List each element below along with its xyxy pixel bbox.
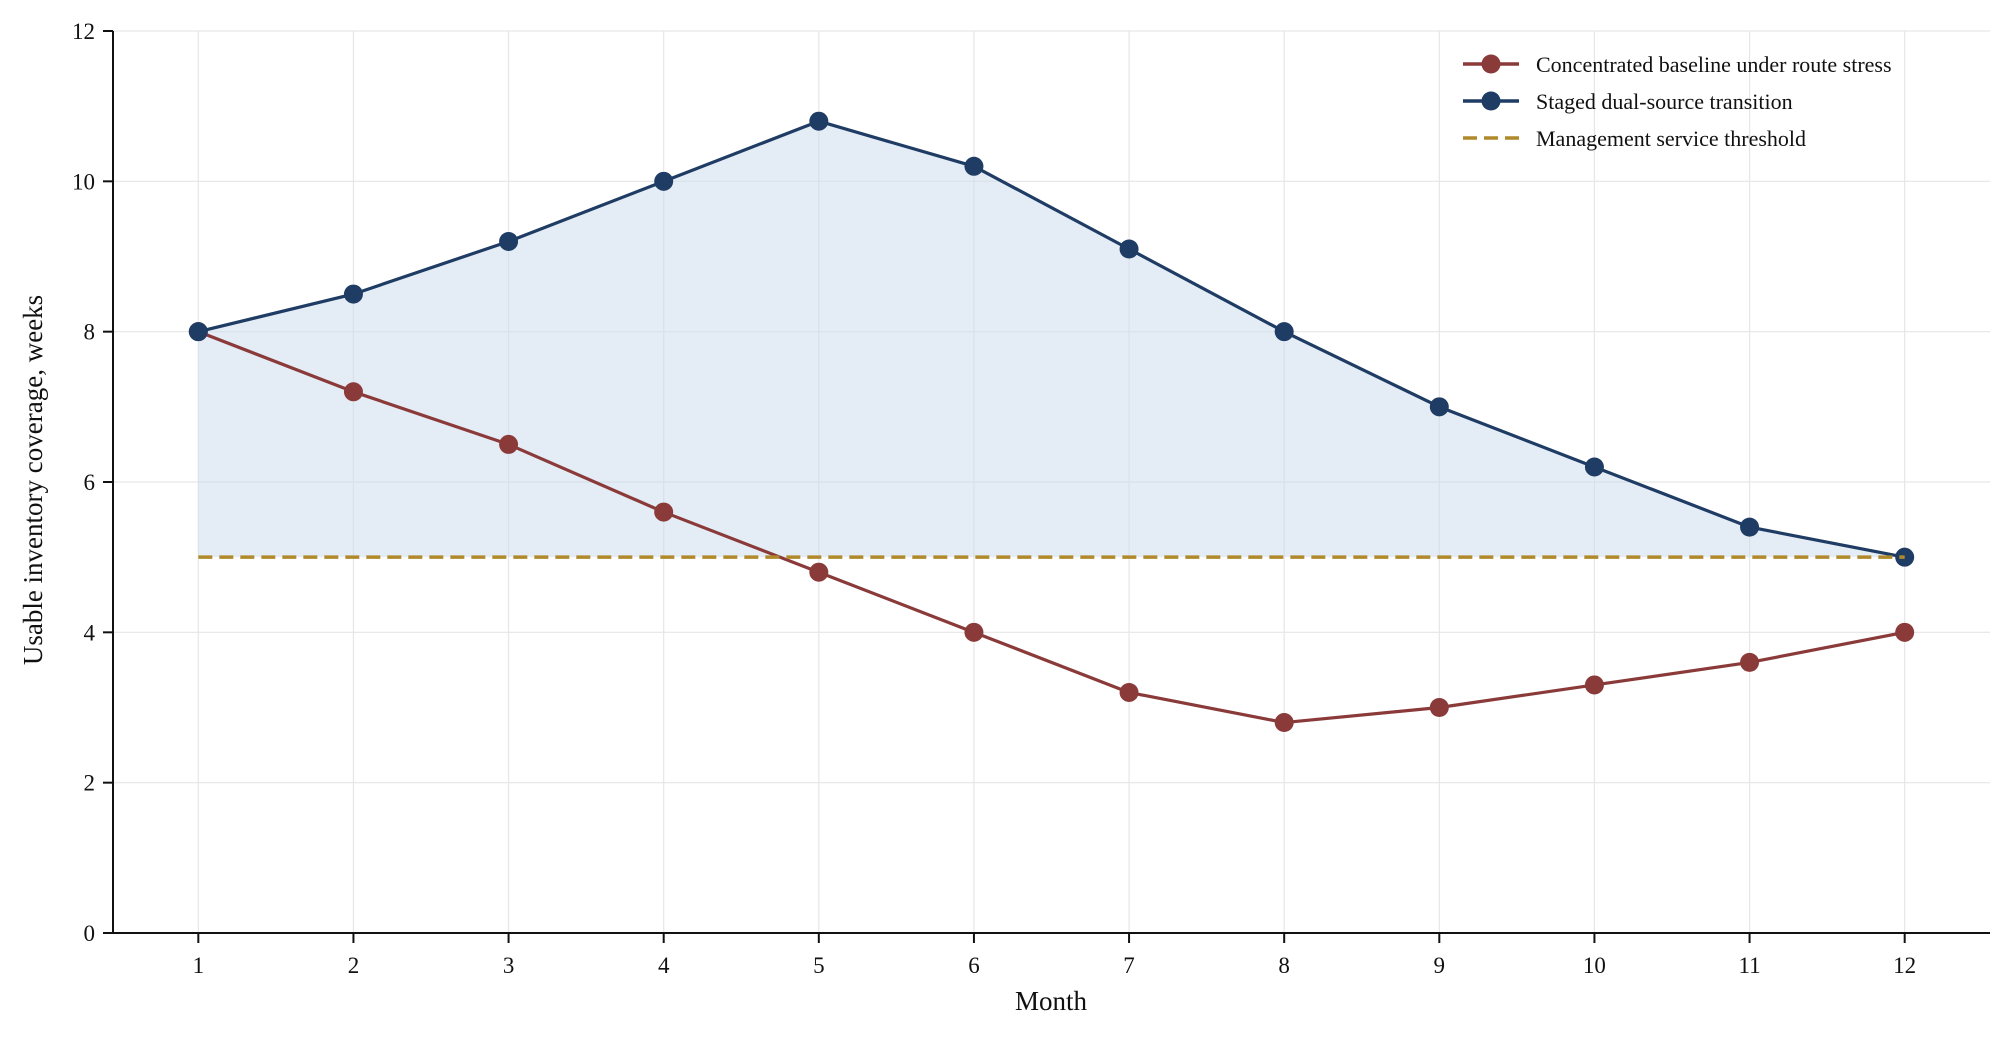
series-0-point-11: [1740, 652, 1760, 672]
series-0-point-5: [809, 562, 829, 582]
series-0-point-7: [1119, 682, 1139, 702]
x-axis-title: Month: [1015, 986, 1088, 1016]
legend-marker-1: [1481, 91, 1501, 111]
legend-entry-1: Staged dual-source transition: [1463, 89, 1793, 114]
x-tick-label-3: 3: [503, 953, 515, 978]
series-0-point-6: [964, 622, 984, 642]
series-1-point-6: [964, 156, 984, 176]
legend-label-1: Staged dual-source transition: [1536, 89, 1793, 114]
series-1-point-8: [1274, 322, 1294, 342]
x-tick-label-5: 5: [813, 953, 825, 978]
series-line-1: [197, 119, 1905, 559]
series-0-point-8: [1274, 713, 1294, 733]
legend-label-2: Management service threshold: [1536, 126, 1806, 151]
series-1-point-11: [1740, 517, 1760, 537]
series-0-point-2: [343, 382, 363, 402]
y-tick-label-2: 2: [84, 771, 96, 796]
series-1-point-5: [809, 111, 829, 131]
series-1-point-9: [1429, 397, 1449, 417]
legend-entry-2: Management service threshold: [1463, 126, 1806, 151]
fill-layer: [198, 121, 1905, 558]
y-tick-label-10: 10: [72, 169, 95, 194]
series-0-point-4: [654, 502, 674, 522]
x-tick-label-6: 6: [968, 953, 980, 978]
x-tick-label-4: 4: [658, 953, 670, 978]
y-tick-label-8: 8: [84, 320, 96, 345]
x-tick-label-9: 9: [1434, 953, 1446, 978]
legend-entry-0: Concentrated baseline under route stress: [1463, 52, 1892, 77]
series-0-point-3: [499, 434, 519, 454]
series-0-point-12: [1895, 622, 1915, 642]
series-0-point-10: [1584, 675, 1604, 695]
series-0-point-9: [1429, 698, 1449, 717]
x-tick-label-12: 12: [1893, 953, 1916, 978]
legend: Concentrated baseline under route stress…: [1463, 52, 1892, 151]
y-tick-label-0: 0: [84, 921, 96, 946]
series-line-0: [197, 330, 1905, 725]
y-tick-label-12: 12: [72, 19, 95, 44]
legend-label-0: Concentrated baseline under route stress: [1536, 52, 1892, 77]
x-tick-label-11: 11: [1738, 953, 1760, 978]
x-tick-label-10: 10: [1583, 953, 1606, 978]
x-tick-label-1: 1: [193, 953, 205, 978]
series-1-point-1: [188, 322, 208, 342]
series-1-point-3: [499, 231, 519, 251]
y-axis-title: Usable inventory coverage, weeks: [18, 295, 48, 665]
y-tick-label-4: 4: [84, 620, 96, 645]
series-1-point-4: [654, 171, 674, 191]
x-tick-label-2: 2: [348, 953, 360, 978]
x-tick-label-8: 8: [1278, 953, 1290, 978]
legend-marker-0: [1481, 54, 1501, 74]
series-layer: [188, 111, 1915, 733]
series-1-point-2: [343, 284, 363, 304]
coverage-gap-fill: [198, 121, 1905, 558]
series-1-point-10: [1584, 457, 1604, 477]
y-tick-label-6: 6: [84, 470, 96, 495]
x-tick-label-7: 7: [1123, 953, 1135, 978]
series-1-point-7: [1119, 239, 1139, 259]
